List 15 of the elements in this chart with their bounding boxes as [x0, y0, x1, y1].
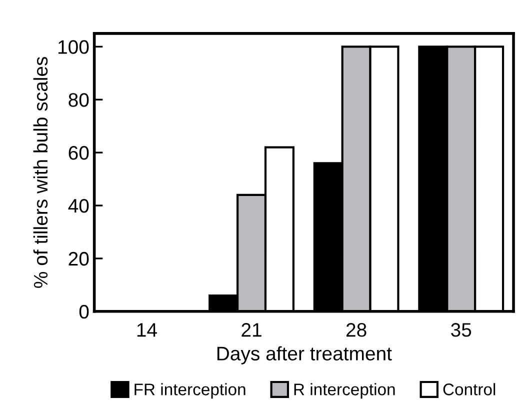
y-tick-label: 0	[79, 304, 89, 319]
y-axis-title: % of tillers with bulb scales	[33, 56, 48, 288]
legend-label: FR interception	[134, 383, 246, 399]
y-tick-label: 80	[68, 93, 89, 107]
x-tick-label: 35	[451, 323, 472, 337]
x-axis-title: Days after treatment	[217, 346, 392, 364]
x-tick-label: 28	[346, 323, 366, 337]
x-tick-label: 21	[242, 323, 262, 337]
x-tick-label: 14	[137, 323, 157, 337]
legend-label: R interception	[294, 383, 395, 399]
y-tick-label: 60	[68, 146, 89, 160]
y-tick-label: 20	[68, 252, 89, 266]
y-tick-label: 100	[58, 40, 89, 54]
legend-label: Control	[443, 383, 496, 396]
y-tick-label: 40	[68, 198, 89, 213]
